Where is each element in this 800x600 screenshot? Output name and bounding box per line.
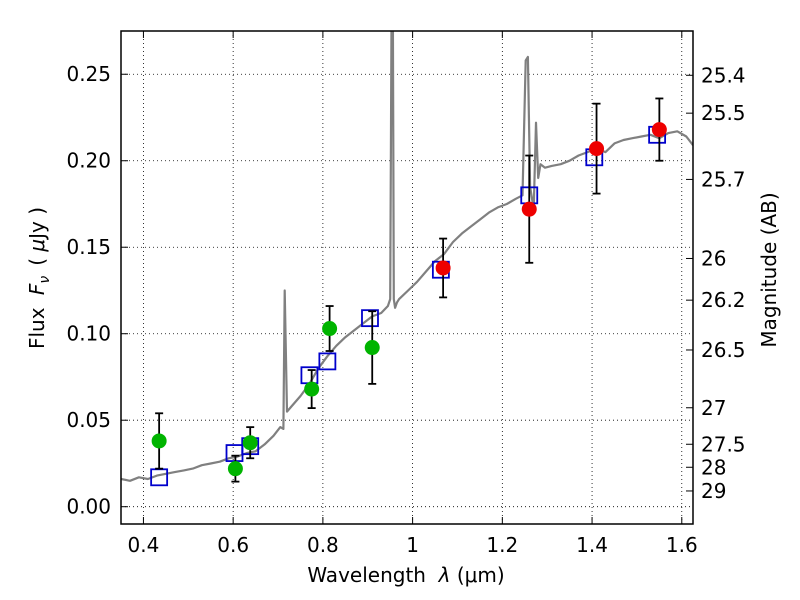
observed-nir-point [521, 201, 537, 217]
magnitude-tick-label: 27 [701, 396, 726, 420]
y-tick-label: 0.15 [66, 235, 111, 259]
y-tick-label: 0.20 [66, 149, 111, 173]
magnitude-tick-label: 28 [701, 455, 726, 479]
magnitude-tick-label: 27.5 [701, 432, 746, 456]
x-tick-label: 1.2 [486, 533, 518, 557]
magnitude-tick-label: 25.7 [701, 167, 746, 191]
magnitude-tick-label: 25.4 [701, 63, 746, 87]
plot-area [121, 31, 693, 487]
x-tick-label: 0.8 [307, 533, 339, 557]
y2-axis-label: Magnitude (AB) [757, 192, 781, 347]
y-tick-label: 0.10 [66, 322, 111, 346]
y-tick-label: 0.05 [66, 408, 111, 432]
model-photometry-square [318, 352, 337, 371]
y-tick-label: 0.25 [66, 62, 111, 86]
plot-background [121, 31, 693, 524]
observed-optical-point [304, 381, 320, 397]
x-axis-label: Wavelength λ (μm) [307, 563, 504, 587]
plot-frame [120, 30, 694, 525]
magnitude-tick-label: 26.5 [701, 338, 746, 362]
grid [121, 31, 693, 524]
model-photometry-square [361, 309, 379, 328]
observed-optical-point [322, 321, 338, 337]
x-tick-label: 1.4 [576, 533, 608, 557]
observed-nir-point [651, 122, 667, 138]
observed-optical-point [364, 340, 380, 356]
x-tick-label: 1 [406, 533, 419, 557]
x-tick-label: 0.4 [128, 533, 160, 557]
observed-nir-point [589, 141, 605, 157]
observed-optical-point [242, 435, 258, 451]
magnitude-tick-label: 26.2 [701, 288, 746, 312]
magnitude-tick-label: 29 [701, 479, 726, 503]
observed-nir-point [435, 260, 451, 276]
ticks: 0.4 0.6 0.8 1 1.2 1.4 1.6 0.00 0.05 0.10 0.15 0.20 0… [66, 31, 746, 557]
magnitude-tick-label: 26 [701, 246, 726, 270]
y-tick-label: 0.00 [66, 495, 111, 519]
y-axis-label: Flux Fν( μJy ) [25, 207, 53, 349]
magnitude-tick-label: 25.5 [701, 101, 746, 125]
observed-optical-point [151, 433, 167, 449]
x-tick-label: 0.6 [217, 533, 249, 557]
observed-optical-point [227, 461, 243, 477]
x-tick-label: 1.6 [666, 533, 698, 557]
